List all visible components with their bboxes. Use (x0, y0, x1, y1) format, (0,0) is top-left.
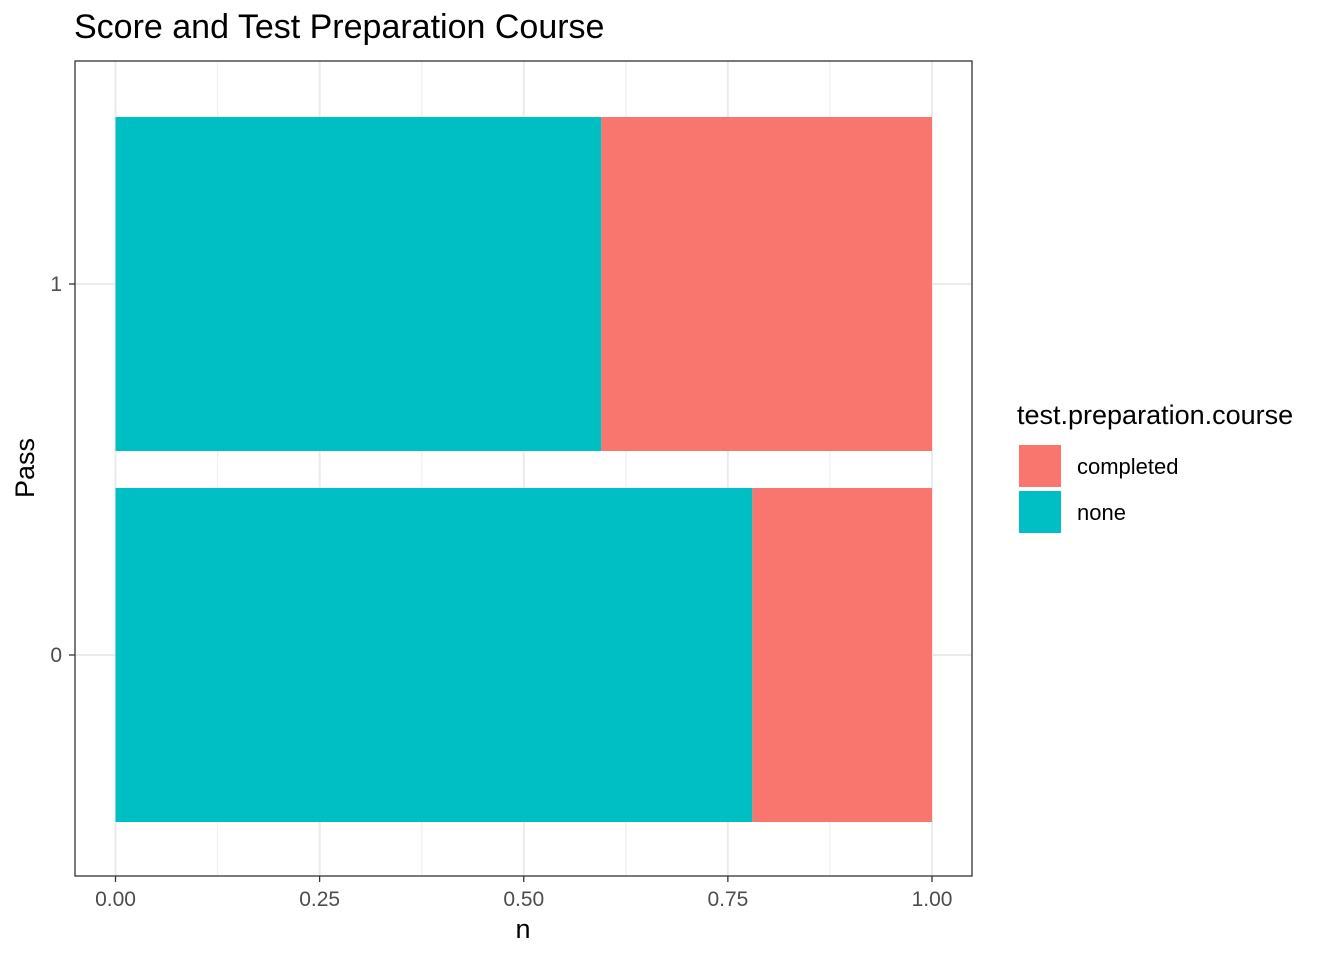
plot-panel (74, 60, 973, 877)
y-tick-label: 1 (50, 273, 62, 296)
legend: test.preparation.course completed none (1017, 400, 1293, 533)
y-axis-title: Pass (10, 438, 40, 498)
x-tick-label: 1.00 (912, 888, 953, 911)
x-axis: 0.00 0.25 0.50 0.75 1.00 (95, 876, 952, 911)
x-axis-title: n (515, 914, 530, 944)
bar-completed-pass-1 (601, 117, 932, 451)
bars (115, 117, 932, 822)
legend-items: completed none (1019, 445, 1179, 533)
x-tick-label: 0.25 (299, 888, 340, 911)
legend-key-completed (1019, 445, 1061, 487)
legend-key-none (1019, 491, 1061, 533)
x-tick-label: 0.50 (503, 888, 544, 911)
legend-title: test.preparation.course (1017, 400, 1293, 430)
y-axis: 01 (50, 273, 75, 667)
bar-completed-pass-0 (752, 488, 932, 822)
y-tick-label: 0 (50, 644, 62, 667)
legend-label-none: none (1077, 500, 1126, 525)
x-tick-label: 0.75 (707, 888, 748, 911)
x-tick-label: 0.00 (95, 888, 136, 911)
chart-title: Score and Test Preparation Course (74, 8, 604, 46)
legend-label-completed: completed (1077, 454, 1179, 479)
bar-none-pass-0 (115, 488, 753, 822)
bar-none-pass-1 (115, 117, 602, 451)
